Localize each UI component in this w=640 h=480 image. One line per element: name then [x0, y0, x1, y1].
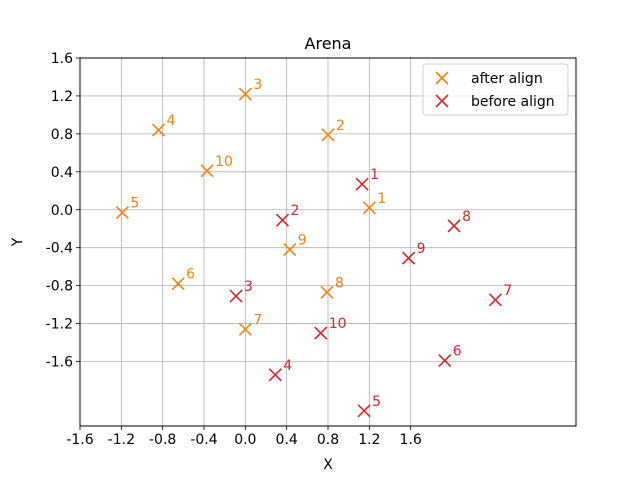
scatter-point	[320, 285, 334, 299]
legend-label: before align	[471, 94, 555, 110]
point-label: 6	[453, 344, 462, 360]
point-label: 9	[417, 241, 426, 257]
x-tick-label: 1.2	[358, 432, 380, 448]
y-tick-label: 1.6	[51, 51, 73, 67]
scatter-point	[268, 368, 282, 382]
series-after-align: 1 2 3 4 5 6 7 8 9 10	[115, 77, 386, 336]
legend-label: after align	[471, 71, 543, 87]
scatter-point	[355, 177, 369, 191]
scatter-point	[321, 128, 335, 142]
scatter-point	[438, 353, 452, 368]
y-tick-label: -0.4	[46, 241, 73, 257]
scatter-point	[229, 289, 243, 303]
point-label: 10	[215, 154, 233, 170]
x-tick-label: 0.4	[276, 432, 298, 448]
point-label: 8	[462, 209, 471, 225]
legend-box	[422, 63, 569, 116]
x-tick-label: -1.6	[66, 432, 93, 448]
point-label: 2	[291, 203, 300, 219]
y-tick-label: 1.2	[51, 89, 73, 105]
y-tick-label: -0.8	[46, 279, 73, 295]
scatter-point	[357, 404, 371, 418]
scatter-point	[238, 322, 252, 336]
scatter-point	[488, 293, 502, 307]
y-tick-label: 0.4	[51, 165, 73, 181]
scatter-point	[238, 87, 252, 101]
point-label: 4	[167, 113, 176, 129]
x-tick-label: 1.6	[400, 432, 422, 448]
y-tick-label: -1.6	[46, 355, 73, 371]
point-label: 1	[370, 167, 379, 183]
point-label: 6	[186, 267, 195, 283]
scatter-point	[447, 219, 461, 233]
point-label: 10	[329, 316, 347, 332]
legend-marker	[435, 94, 449, 108]
point-label: 7	[503, 283, 512, 299]
x-tick-label: 0.0	[234, 432, 256, 448]
ticks: -1.6 -1.2 -0.8 -0.4 0.0 0.4 0.8 1.2 1.6 1.6 1.2 0.8…	[46, 51, 422, 448]
chart-title: Arena	[305, 34, 352, 53]
point-label: 4	[283, 358, 292, 374]
scatter-point	[275, 213, 290, 227]
point-label: 9	[298, 233, 307, 249]
scatter-point	[171, 277, 185, 291]
x-tick-label: 0.8	[317, 432, 339, 448]
scatter-point	[362, 201, 376, 215]
legend-marker	[435, 71, 449, 85]
plot-frame	[79, 57, 577, 427]
point-label: 8	[335, 275, 344, 291]
legend: after align before align	[422, 63, 569, 116]
x-tick-label: -1.2	[108, 432, 135, 448]
scatter-point	[314, 326, 328, 340]
y-tick-label: -1.2	[46, 317, 73, 333]
x-tick-label: -0.8	[149, 432, 176, 448]
point-label: 5	[372, 394, 381, 410]
scatter-point	[151, 123, 166, 137]
scatter-point	[115, 206, 129, 220]
point-label: 3	[253, 77, 262, 93]
x-tick-label: -0.4	[190, 432, 217, 448]
y-tick-label: 0.8	[51, 127, 73, 143]
y-tick-label: 0.0	[51, 203, 73, 219]
scatter-point	[283, 243, 297, 257]
x-axis-label: X	[323, 457, 333, 473]
point-label: 7	[253, 312, 262, 328]
series-before-align: 1 2 3 4 5 6 7 8 9 10	[229, 167, 512, 418]
points: 1 2 3 4 5 6 7 8 9 10 1 2 3 4 5 6 7 8 9 10	[115, 77, 512, 418]
point-label: 2	[336, 118, 345, 134]
point-label: 3	[244, 279, 253, 295]
point-label: 1	[377, 191, 386, 207]
y-axis-label: Y	[10, 237, 26, 247]
scatter-point	[200, 164, 214, 178]
scatter-point	[402, 251, 416, 265]
point-label: 5	[130, 196, 139, 212]
